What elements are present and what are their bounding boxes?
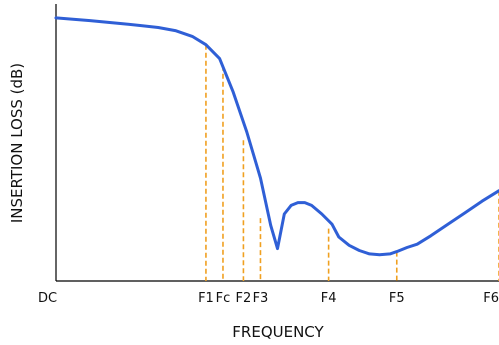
x-tick-label-f5: F5 [389,291,405,306]
x-tick-label-f1: F1 [198,291,214,306]
axes [55,4,499,282]
x-tick-label-fc: Fc [216,291,231,306]
x-axis-label: FREQUENCY [232,323,324,341]
x-tick-label-dc: DC [38,291,57,306]
series-line [54,16,499,257]
x-tick-label-f4: F4 [321,291,337,306]
x-tick-label-f6: F6 [483,291,499,306]
y-axis-label: INSERTION LOSS (dB) [8,63,26,223]
x-tick-label-f3: F3 [253,291,269,306]
marker-lines [205,44,499,281]
x-tick-labels: DC F1 Fc F2 F3 F4 F5 F6 [38,291,499,306]
x-tick-label-f2: F2 [236,291,252,306]
